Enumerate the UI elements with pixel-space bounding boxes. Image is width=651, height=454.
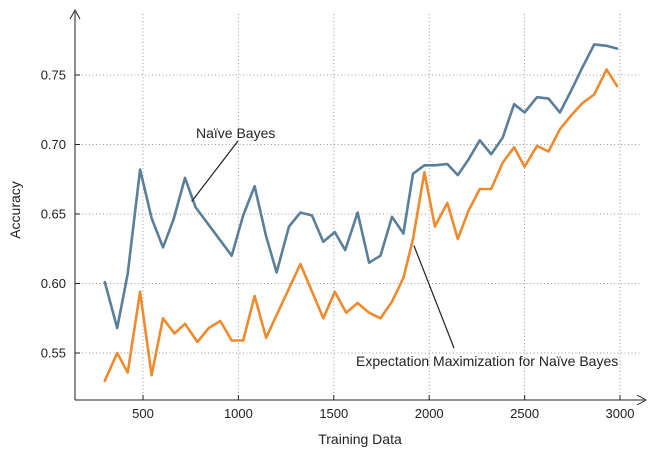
annotations: Naïve Bayes Expectation Maximization for… — [192, 125, 619, 369]
annotation-em-naive-bayes: Expectation Maximization for Naïve Bayes — [356, 353, 618, 369]
y-tick-label: 0.75 — [41, 68, 66, 83]
x-tick-label: 1500 — [319, 406, 348, 421]
y-tick-label: 0.70 — [41, 137, 66, 152]
annotation-pointer-naive-bayes — [192, 141, 238, 201]
x-tick-label: 1000 — [224, 406, 253, 421]
y-axis-title: Accuracy — [7, 181, 23, 239]
x-tick-label: 2000 — [415, 406, 444, 421]
naive-bayes-line — [105, 44, 617, 328]
annotation-naive-bayes: Naïve Bayes — [196, 125, 275, 141]
x-tick-label: 3000 — [606, 406, 635, 421]
y-tick-label: 0.55 — [41, 346, 66, 361]
annotation-pointer-em-naive-bayes — [414, 246, 454, 349]
y-tick-label: 0.60 — [41, 276, 66, 291]
x-axis-title: Training Data — [318, 431, 402, 447]
x-tick-label: 2500 — [510, 406, 539, 421]
x-tick-label: 500 — [132, 406, 154, 421]
y-tick-label: 0.65 — [41, 207, 66, 222]
series-lines — [105, 44, 617, 380]
grid-lines — [75, 14, 640, 400]
